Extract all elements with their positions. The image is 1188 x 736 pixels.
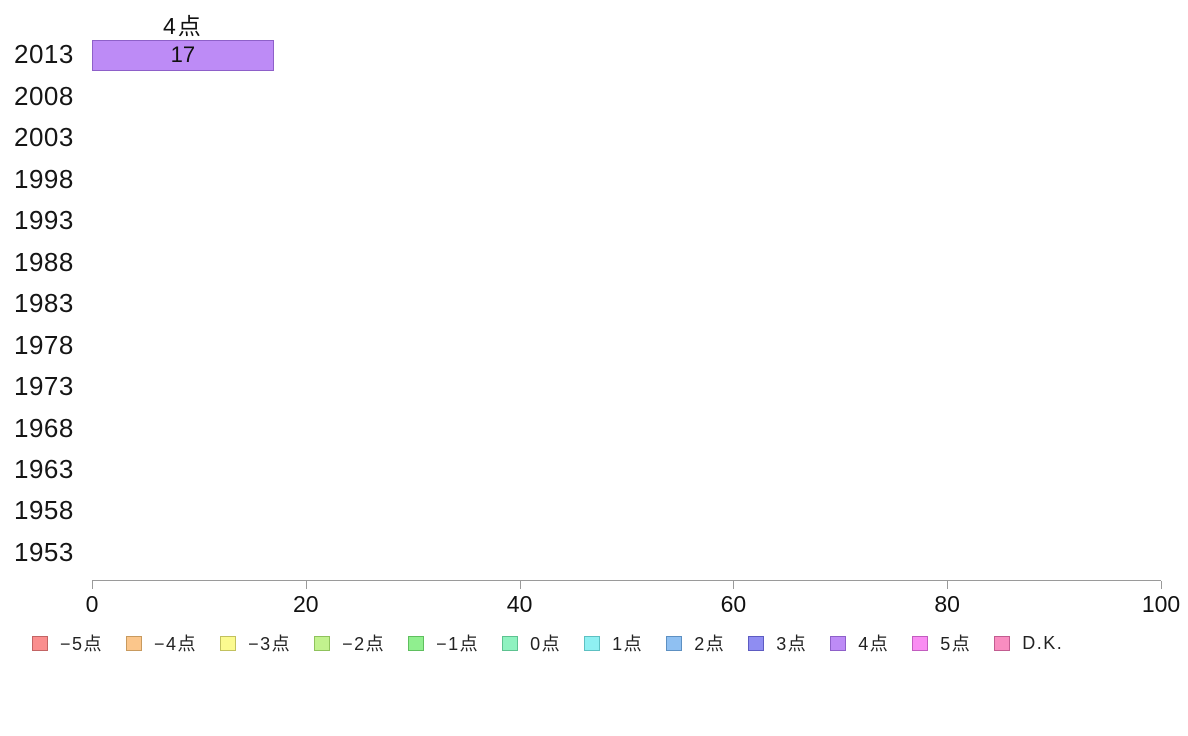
legend-swatch-icon [502, 635, 519, 651]
legend-item-−3点: −3点 [220, 630, 291, 656]
x-axis-tick-label: 100 [1141, 591, 1181, 617]
x-axis-tick [519, 581, 521, 589]
legend-swatch-icon [314, 635, 331, 651]
x-axis-tick-label: 60 [720, 591, 747, 617]
legend-label: 4点 [858, 634, 890, 654]
y-axis-label: 1953 [14, 536, 74, 567]
x-axis-tick [92, 581, 93, 589]
x-axis-tick [1161, 581, 1162, 589]
legend-swatch-icon [830, 635, 847, 651]
legend-swatch-icon [408, 635, 425, 651]
x-axis-line: 0 20 40 60 80 100 [86, 580, 1180, 617]
legend-item-0点: 0点 [502, 630, 561, 656]
y-axis-label: 1963 [14, 453, 74, 484]
legend-label: 0点 [530, 634, 562, 654]
bar-annotation: 4点 [162, 12, 203, 39]
legend-label: 2点 [694, 634, 726, 654]
legend-item-−2点: −2点 [314, 630, 385, 656]
legend-label: 3点 [776, 634, 808, 654]
y-axis-label: 1993 [14, 205, 74, 236]
y-axis-label: 2013 [14, 39, 74, 70]
legend-label: −5点 [60, 634, 104, 654]
legend-item-5点: 5点 [912, 630, 971, 656]
y-axis-label: 1973 [14, 371, 74, 402]
legend-swatch-icon [584, 635, 601, 651]
legend-label: D.K. [1022, 632, 1064, 653]
legend-label: −2点 [342, 634, 386, 654]
y-axis-label: 1958 [14, 495, 74, 526]
x-axis-tick-label: 80 [934, 591, 960, 617]
bar-value-label: 17 [170, 42, 196, 67]
y-axis-label: 2008 [14, 80, 74, 111]
y-axis-label: 1988 [14, 246, 74, 277]
legend-item-3点: 3点 [748, 630, 807, 656]
legend-item-1点: 1点 [584, 630, 643, 656]
legend-swatch-icon [994, 635, 1011, 651]
y-axis-label: 1968 [14, 412, 74, 443]
legend-label: −4点 [154, 634, 198, 654]
x-axis-tick [305, 581, 307, 589]
legend-label: 1点 [612, 634, 644, 654]
legend-item-D.K.: D.K. [994, 633, 1063, 654]
legend-label: −3点 [248, 634, 292, 654]
x-axis-tick-label: 20 [293, 591, 319, 617]
legend-item-2点: 2点 [666, 630, 725, 656]
y-axis-label: 1983 [14, 288, 74, 319]
legend: −5点 −4点 −3点 −2点 −1点 0点 1点 2点 3点 4点 5点 D.K. [32, 630, 1162, 656]
legend-swatch-icon [126, 635, 143, 651]
y-axis-label: 1998 [14, 163, 74, 194]
legend-swatch-icon [32, 635, 48, 651]
legend-item-−4点: −4点 [126, 630, 197, 656]
legend-swatch-icon [912, 635, 929, 651]
legend-swatch-icon [220, 635, 237, 651]
x-axis-tick-label: 40 [506, 591, 533, 617]
bar-2013-4点: 17 [92, 39, 274, 71]
legend-item-−5点: −5点 [32, 630, 103, 656]
y-axis-label: 1978 [14, 329, 74, 360]
x-axis-tick-label: 0 [85, 591, 99, 617]
legend-label: −1点 [436, 634, 480, 654]
legend-swatch-icon [748, 635, 765, 651]
y-axis-label: 2003 [14, 122, 74, 153]
legend-item-−1点: −1点 [408, 630, 479, 656]
legend-label: 5点 [940, 634, 972, 654]
x-axis-tick [733, 581, 735, 589]
legend-swatch-icon [666, 635, 683, 651]
x-axis-tick [947, 581, 949, 589]
legend-item-4点: 4点 [830, 630, 889, 656]
